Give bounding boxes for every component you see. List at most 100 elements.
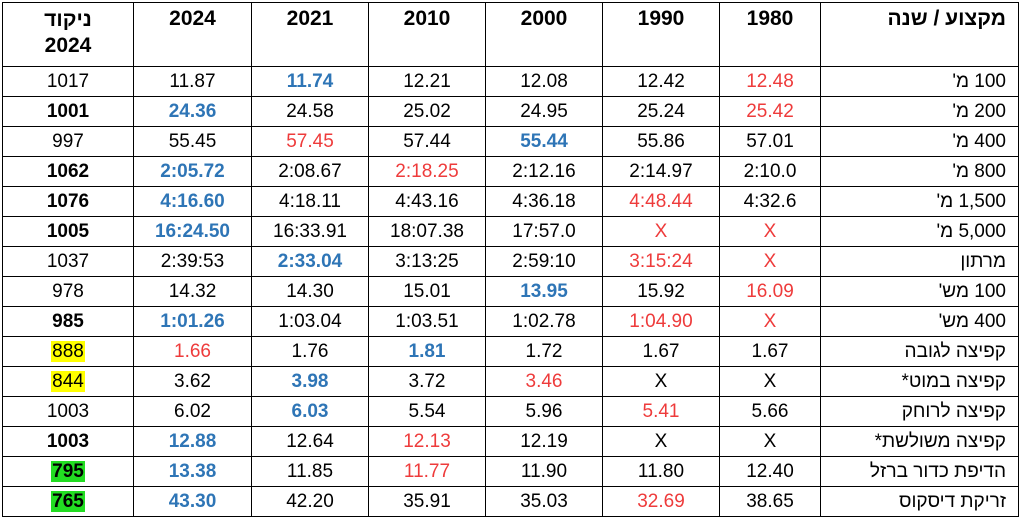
result-cell: 25.42 [719, 96, 821, 127]
table-row: 1003 6.02 6.03 5.54 5.96 5.41 5.66 קפיצה לרוחק [2, 396, 1019, 427]
header-row: ניקוד 2024 2024 2021 2010 2000 1990 1980… [2, 2, 1019, 67]
score-cell: 1003 [2, 426, 134, 457]
table-row: 1062 2:05.72 2:08.67 2:18.25 2:12.16 2:14.97 2… [2, 156, 1019, 187]
table-row: 1037 2:39:53 2:33.04 3:13:25 2:59:10 3:15:24 X… [2, 246, 1019, 277]
result-cell: 5.96 [485, 396, 603, 427]
score-cell: 997 [2, 126, 134, 157]
result-cell: 4:36.18 [485, 186, 603, 217]
event-label: 100 מש' [820, 276, 1019, 307]
score-value: 1076 [46, 190, 90, 212]
result-cell: 1:03.04 [251, 306, 369, 337]
result-cell: 1.76 [251, 336, 369, 367]
result-cell: 43.30 [133, 486, 252, 517]
result-cell: 12.40 [719, 456, 821, 487]
score-value: 1037 [46, 250, 90, 272]
table-row: 985 1:01.26 1:03.04 1:03.51 1:02.78 1:04.90 X 4… [2, 306, 1019, 337]
result-cell: X [602, 216, 720, 247]
result-cell: 35.91 [368, 486, 486, 517]
result-cell: 1.67 [719, 336, 821, 367]
result-cell: 11.80 [602, 456, 720, 487]
result-cell: 16.09 [719, 276, 821, 307]
result-cell: X [719, 366, 821, 397]
result-cell: 11.85 [251, 456, 369, 487]
table-row: 844 3.62 3.98 3.72 3.46 X X קפיצה במוט* [2, 366, 1019, 397]
event-label: הדיפת כדור ברזל [820, 456, 1019, 487]
event-label: זריקת דיסקוס [820, 486, 1019, 517]
score-cell: 844 [2, 366, 134, 397]
result-cell: 17:57.0 [485, 216, 603, 247]
header-year-1980: 1980 [719, 2, 821, 67]
result-cell: 24.95 [485, 96, 603, 127]
result-cell: X [719, 426, 821, 457]
result-cell: 57.01 [719, 126, 821, 157]
result-cell: 5.54 [368, 396, 486, 427]
result-cell: 55.45 [133, 126, 252, 157]
score-value: 997 [52, 130, 84, 152]
result-cell: 11.77 [368, 456, 486, 487]
result-cell: X [719, 306, 821, 337]
result-cell: 57.44 [368, 126, 486, 157]
result-cell: 2:33.04 [251, 246, 369, 277]
result-cell: 4:32.6 [719, 186, 821, 217]
result-cell: 55.44 [485, 126, 603, 157]
score-cell: 1037 [2, 246, 134, 277]
result-cell: 13.95 [485, 276, 603, 307]
result-cell: 24.36 [133, 96, 252, 127]
header-year-2024: 2024 [133, 2, 252, 67]
score-value: 985 [52, 310, 84, 332]
score-value: 1062 [46, 160, 90, 182]
event-label: קפיצה לגובה [820, 336, 1019, 367]
score-cell: 1076 [2, 186, 134, 217]
result-cell: 3.72 [368, 366, 486, 397]
score-value: 1003 [46, 430, 90, 452]
score-cell: 1001 [2, 96, 134, 127]
result-cell: 42.20 [251, 486, 369, 517]
result-cell: 3.62 [133, 366, 252, 397]
result-cell: 2:08.67 [251, 156, 369, 187]
result-cell: 24.58 [251, 96, 369, 127]
result-cell: 25.24 [602, 96, 720, 127]
header-score-line2: 2024 [44, 34, 92, 57]
table-row: 888 1.66 1.76 1.81 1.72 1.67 1.67 קפיצה לגובה [2, 336, 1019, 367]
result-cell: 55.86 [602, 126, 720, 157]
score-value: 1017 [46, 70, 90, 92]
table-row: 765 43.30 42.20 35.91 35.03 32.69 38.65 זריקת ד… [2, 486, 1019, 517]
result-cell: 57.45 [251, 126, 369, 157]
result-cell: 32.69 [602, 486, 720, 517]
table-row: 978 14.32 14.30 15.01 13.95 15.92 16.09 100 מש' [2, 276, 1019, 307]
score-cell: 978 [2, 276, 134, 307]
result-cell: 2:39:53 [133, 246, 252, 277]
event-label: 5,000 מ' [820, 216, 1019, 247]
event-label: מרתון [820, 246, 1019, 277]
header-year-2010: 2010 [368, 2, 486, 67]
result-cell: 25.02 [368, 96, 486, 127]
table-row: 795 13.38 11.85 11.77 11.90 11.80 12.40 הדיפת כ… [2, 456, 1019, 487]
result-cell: 1.66 [133, 336, 252, 367]
score-cell: 765 [2, 486, 134, 517]
result-cell: 2:14.97 [602, 156, 720, 187]
result-cell: 16:24.50 [133, 216, 252, 247]
result-cell: 35.03 [485, 486, 603, 517]
result-cell: 11.90 [485, 456, 603, 487]
result-cell: 3:15:24 [602, 246, 720, 277]
score-cell: 1003 [2, 396, 134, 427]
result-cell: 2:10.0 [719, 156, 821, 187]
score-cell: 985 [2, 306, 134, 337]
table-row: 997 55.45 57.45 57.44 55.44 55.86 57.01 400 מ' [2, 126, 1019, 157]
table-row: 1017 11.87 11.74 12.21 12.08 12.42 12.48 100 מ' [2, 66, 1019, 97]
result-cell: 15.92 [602, 276, 720, 307]
result-cell: 2:05.72 [133, 156, 252, 187]
result-cell: 12.19 [485, 426, 603, 457]
event-label: 400 מש' [820, 306, 1019, 337]
result-cell: 1:04.90 [602, 306, 720, 337]
result-cell: 1:02.78 [485, 306, 603, 337]
table-row: 1076 4:16.60 4:18.11 4:43.16 4:36.18 4:48.44 4… [2, 186, 1019, 217]
event-label: 200 מ' [820, 96, 1019, 127]
result-cell: 3.46 [485, 366, 603, 397]
score-value: 795 [51, 460, 85, 482]
event-label: קפיצה לרוחק [820, 396, 1019, 427]
header-year-2000: 2000 [485, 2, 603, 67]
result-cell: 16:33.91 [251, 216, 369, 247]
result-cell: 12.13 [368, 426, 486, 457]
